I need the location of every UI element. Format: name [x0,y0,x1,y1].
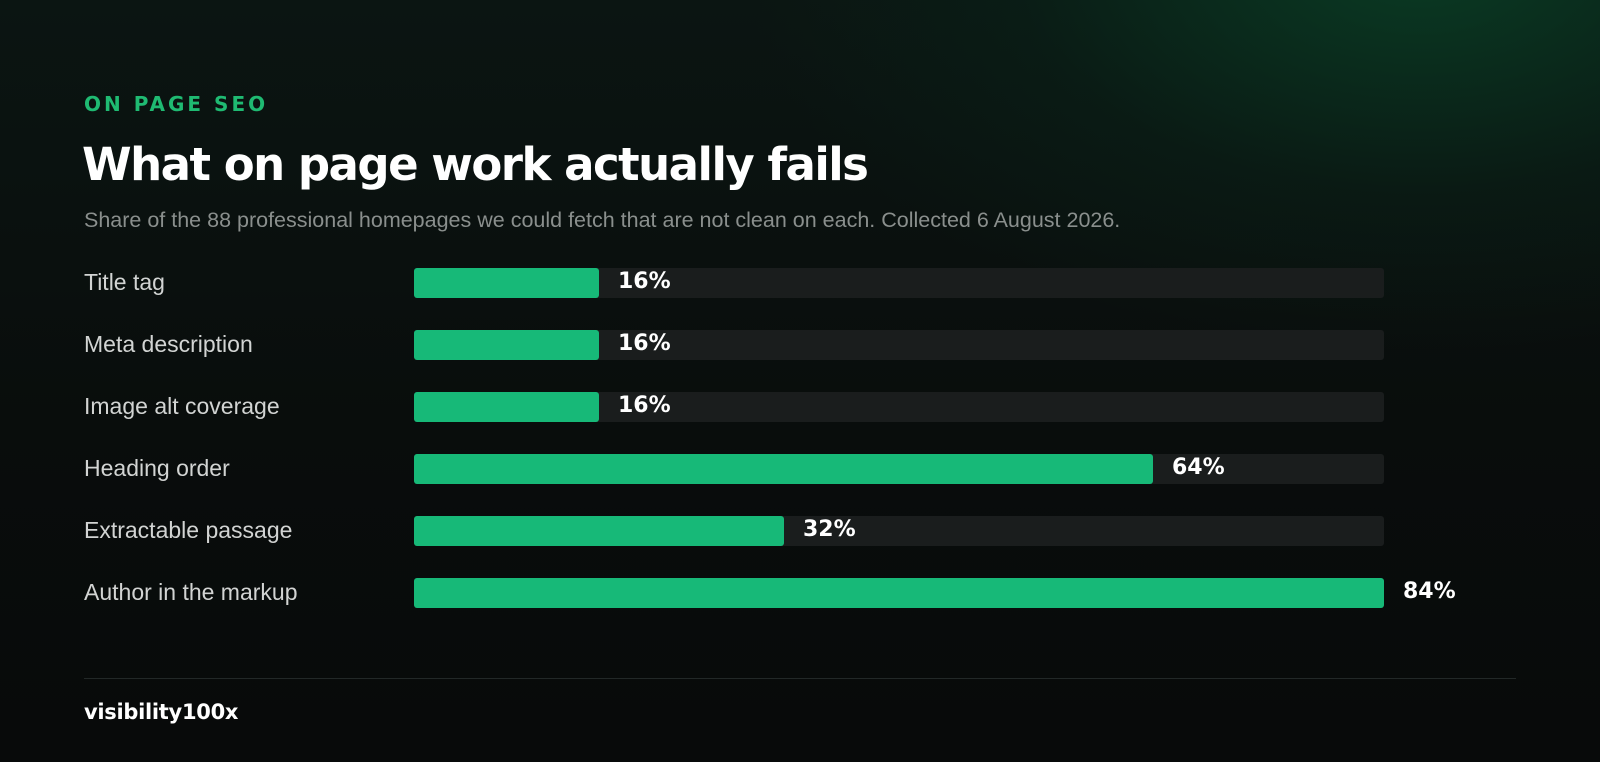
bar [414,330,599,360]
value-label: 64% [1172,455,1225,480]
category-label: Title tag [84,269,165,295]
category-label: Extractable passage [84,517,293,543]
bar [414,392,599,422]
eyebrow-label: ON PAGE SEO [84,92,269,116]
category-label: Image alt coverage [84,393,280,419]
value-label: 16% [618,393,671,418]
value-label: 84% [1403,579,1456,604]
brand-logo-text: visibility100x [84,700,239,724]
chart-subtitle: Share of the 88 professional homepages w… [84,208,1121,232]
category-label: Heading order [84,455,230,481]
bar [414,516,784,546]
chart-title: What on page work actually fails [82,138,869,191]
value-label: 16% [618,269,671,294]
category-label: Author in the markup [84,579,298,605]
bar [414,454,1153,484]
value-label: 32% [803,517,856,542]
bar-chart: Title tag 16% Meta description 16% Image alt… [84,268,1456,608]
value-label: 16% [618,331,671,356]
bar [414,578,1384,608]
category-label: Meta description [84,331,253,357]
footer-divider [84,678,1516,679]
bar [414,268,599,298]
